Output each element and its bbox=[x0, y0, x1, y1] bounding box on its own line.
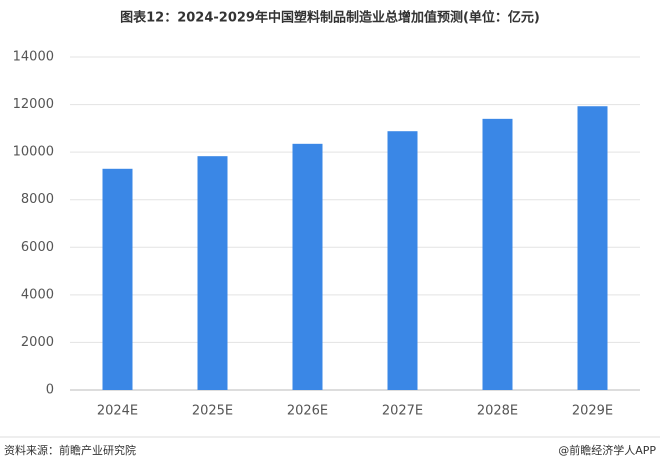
x-tick-label: 2026E bbox=[287, 404, 328, 419]
y-tick-label: 8000 bbox=[21, 192, 54, 207]
bar bbox=[482, 118, 513, 390]
bar bbox=[577, 106, 608, 391]
bar bbox=[387, 131, 418, 390]
x-tick-label: 2028E bbox=[477, 404, 518, 419]
x-tick-label: 2027E bbox=[382, 404, 423, 419]
y-tick-label: 12000 bbox=[13, 97, 54, 112]
bar bbox=[102, 168, 133, 390]
x-tick-label: 2025E bbox=[192, 404, 233, 419]
bar bbox=[197, 156, 228, 390]
y-tick-label: 14000 bbox=[13, 50, 54, 65]
x-tick-label: 2024E bbox=[97, 404, 138, 419]
brand-note: @前瞻经济学人APP bbox=[558, 443, 656, 457]
y-tick-label: 10000 bbox=[13, 145, 54, 160]
chart-title: 图表12：2024-2029年中国塑料制品制造业总增加值预测(单位：亿元) bbox=[120, 10, 540, 26]
y-tick-label: 0 bbox=[46, 383, 54, 398]
x-tick-label: 2029E bbox=[572, 404, 613, 419]
bar bbox=[292, 143, 323, 390]
y-tick-label: 2000 bbox=[21, 335, 54, 350]
source-note: 资料来源：前瞻产业研究院 bbox=[4, 443, 136, 457]
y-tick-label: 6000 bbox=[21, 240, 54, 255]
y-tick-label: 4000 bbox=[21, 287, 54, 302]
